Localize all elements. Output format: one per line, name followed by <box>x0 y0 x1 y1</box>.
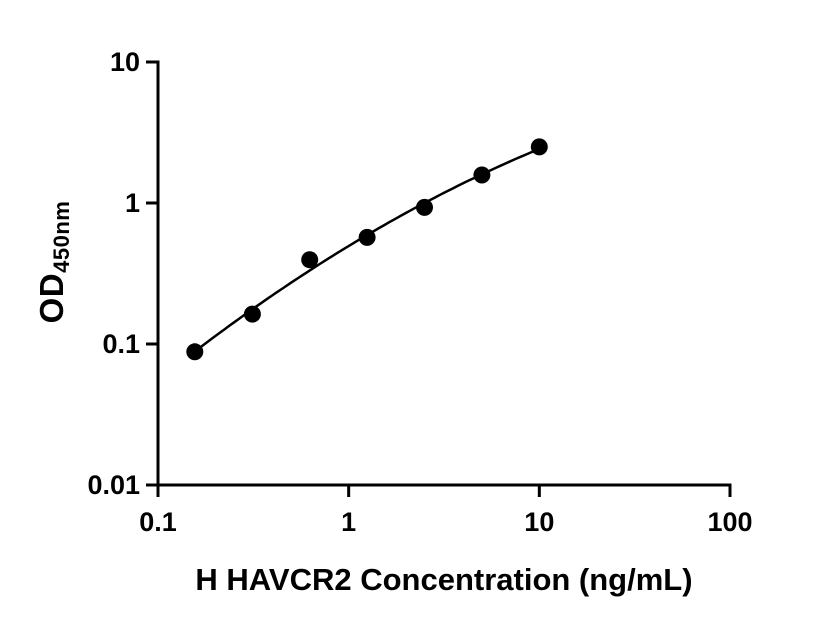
x-tick-label: 1 <box>341 507 356 537</box>
y-axis-title-text: OD450nm <box>33 200 74 324</box>
y-tick-label: 10 <box>110 47 140 77</box>
x-tick-label: 0.1 <box>139 507 177 537</box>
y-tick-label: 1 <box>125 188 140 218</box>
x-axis-title: H HAVCR2 Concentration (ng/mL) <box>195 562 693 597</box>
y-axis-title-subscript: 450nm <box>49 200 74 273</box>
y-axis-title-main: OD <box>33 272 70 324</box>
data-point <box>186 343 204 361</box>
data-point <box>358 228 376 246</box>
data-point <box>530 138 548 156</box>
y-tick-label: 0.01 <box>87 470 140 500</box>
data-point <box>473 166 491 184</box>
x-tick-label: 100 <box>707 507 752 537</box>
data-point <box>243 305 261 323</box>
y-tick-label: 0.1 <box>102 329 140 359</box>
data-point <box>416 198 433 216</box>
data-point <box>301 251 319 269</box>
x-tick-label: 10 <box>524 507 554 537</box>
